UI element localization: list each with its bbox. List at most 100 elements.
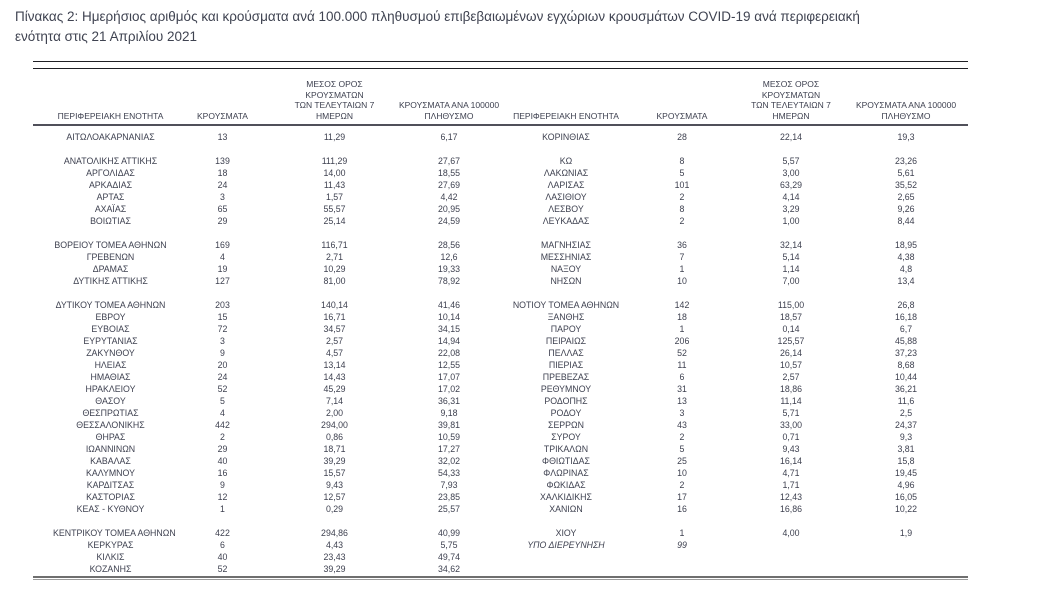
region-cell-left: ΓΡΕΒΕΝΩΝ: [86, 252, 135, 262]
column-header-region-left: ΠΕΡΙΦΕΡΕΙΑΚΗ ΕΝΟΤΗΤΑ: [33, 69, 168, 126]
table-row: ΚΑΒΑΛΑΣ 40 39,29 32,02 ΦΘΙΩΤΙΔΑΣ 25 16,14 15,8: [33, 455, 968, 467]
avg7-cell-left: 4,43: [325, 540, 344, 550]
per100k-cell-left: 17,07: [437, 372, 460, 382]
per100k-cell-right: 9,26: [897, 204, 915, 214]
avg7-cell-left: 14,43: [323, 372, 346, 382]
page-title: Πίνακας 2: Ημερήσιος αριθμός και κρούσμα…: [15, 9, 860, 44]
region-cell-left: ΚΑΛΥΜΝΟΥ: [86, 468, 135, 478]
region-cell-right: ΛΑΣΙΘΙΟΥ: [545, 192, 587, 202]
table-row: ΚΕΝΤΡΙΚΟΥ ΤΟΜΕΑ ΑΘΗΝΩΝ 422 294,86 40,99 ΧΙΟΥ…: [33, 527, 968, 539]
cases-cell-right: 17: [677, 492, 687, 502]
per100k-cell-left: 5,75: [440, 540, 458, 550]
avg7-cell-right: [738, 551, 844, 563]
avg7-cell-left: [277, 287, 392, 299]
cases-cell-left: [168, 227, 277, 239]
avg7-cell-left: 11,29: [323, 132, 346, 142]
region-cell-right: ΠΙΕΡΙΑΣ: [548, 360, 584, 370]
cases-cell-left: 2: [220, 432, 225, 442]
table-row: [33, 143, 968, 155]
cases-cell-right: 99: [677, 540, 687, 550]
avg7-cell-left: 111,29: [321, 156, 348, 166]
cases-cell-left: 9: [220, 348, 225, 358]
per100k-cell-right: 9,3: [899, 432, 913, 442]
cases-cell-right: [626, 143, 738, 155]
table-row: ΑΡΓΟΛΙΔΑΣ 18 14,00 18,55 ΛΑΚΩΝΙΑΣ 5 3,00 5,61: [33, 167, 968, 179]
region-cell-right: ΜΕΣΣΗΝΙΑΣ: [540, 252, 592, 262]
cases-cell-left: 3: [220, 336, 225, 346]
cases-cell-right: 25: [677, 456, 687, 466]
region-cell-right: ΠΕΙΡΑΙΩΣ: [545, 336, 587, 346]
avg7-cell-left: 39,29: [323, 456, 346, 466]
table-row: ΚΕΡΚΥΡΑΣ 6 4,43 5,75 ΥΠΟ ΔΙΕΡΕΥΝΗΣΗ 99: [33, 539, 968, 551]
per100k-cell-left: 24,59: [437, 216, 460, 226]
cases-cell-right: 16: [677, 504, 687, 514]
avg7-cell-right: 4,71: [782, 468, 800, 478]
region-cell-left: [33, 515, 168, 527]
region-cell-right: [506, 563, 626, 575]
region-cell-left: ΚΕΝΤΡΙΚΟΥ ΤΟΜΕΑ ΑΘΗΝΩΝ: [53, 528, 176, 538]
per100k-cell-left: 25,57: [437, 504, 460, 514]
region-cell-right: ΛΕΥΚΑΔΑΣ: [542, 216, 590, 226]
table-row: [33, 287, 968, 299]
region-cell-left: ΗΛΕΙΑΣ: [94, 360, 127, 370]
document-page: Πίνακας 2: Ημερήσιος αριθμός και κρούσμα…: [0, 7, 1040, 594]
per100k-cell-right: [844, 143, 968, 155]
per100k-cell-left: 34,62: [437, 564, 460, 574]
per100k-cell-right: 36,21: [894, 384, 917, 394]
cases-cell-left: 24: [217, 180, 228, 190]
table-row: ΚΑΡΔΙΤΣΑΣ 9 9,43 7,93 ΦΩΚΙΔΑΣ 2 1,71 4,96: [33, 479, 968, 491]
cases-cell-left: 12: [217, 492, 228, 502]
per100k-cell-left: 17,02: [437, 384, 460, 394]
cases-cell-left: 29: [217, 216, 228, 226]
region-cell-right: ΡΟΔΟΠΗΣ: [544, 396, 588, 406]
table-row: ΘΗΡΑΣ 2 0,86 10,59 ΣΥΡΟΥ 2 0,71 9,3: [33, 431, 968, 443]
table-row: ΑΝΑΤΟΛΙΚΗΣ ΑΤΤΙΚΗΣ 139 111,29 27,67 ΚΩ 8 5,57 2…: [33, 155, 968, 167]
table-row: ΔΥΤΙΚΟΥ ΤΟΜΕΑ ΑΘΗΝΩΝ 203 140,14 41,46 ΝΟΤΙΟΥ…: [33, 299, 968, 311]
cases-cell-right: 10: [677, 276, 687, 286]
per100k-cell-left: 40,99: [437, 528, 460, 538]
cases-cell-right: [626, 515, 738, 527]
cases-cell-right: 36: [677, 240, 687, 250]
avg7-cell-left: 2,57: [325, 336, 344, 346]
avg7-cell-left: 9,43: [325, 480, 344, 490]
region-cell-left: ΑΙΤΩΛΟΑΚΑΡΝΑΝΙΑΣ: [66, 132, 155, 142]
avg7-cell-left: 2,00: [325, 408, 344, 418]
per100k-cell-right: 6,7: [899, 324, 913, 334]
per100k-cell-right: 3,81: [897, 444, 915, 454]
table-row: ΑΡΚΑΔΙΑΣ 24 11,43 27,69 ΛΑΡΙΣΑΣ 101 63,29 35,52: [33, 179, 968, 191]
avg7-cell-right: [738, 143, 844, 155]
table-row: ΓΡΕΒΕΝΩΝ 4 2,71 12,6 ΜΕΣΣΗΝΙΑΣ 7 5,14 4,38: [33, 251, 968, 263]
region-cell-right: ΝΗΣΩΝ: [550, 276, 582, 286]
cases-cell-left: 203: [215, 300, 230, 310]
avg7-cell-left: 15,57: [323, 468, 346, 478]
region-cell-left: ΚΑΣΤΟΡΙΑΣ: [86, 492, 135, 502]
per100k-cell-right: 4,8: [899, 264, 913, 274]
table-row: ΗΡΑΚΛΕΙΟΥ 52 45,29 17,02 ΡΕΘΥΜΝΟΥ 31 18,86 36,2…: [33, 383, 968, 395]
avg7-cell-right: [738, 539, 844, 551]
per100k-cell-left: 4,42: [440, 192, 458, 202]
table-row: ΕΥΒΟΙΑΣ 72 34,57 34,15 ΠΑΡΟΥ 1 0,14 6,7: [33, 323, 968, 335]
cases-cell-left: 52: [217, 384, 228, 394]
region-cell-left: ΑΡΓΟΛΙΔΑΣ: [86, 168, 135, 178]
per100k-cell-right: 10,44: [894, 372, 917, 382]
per100k-cell-left: 27,67: [437, 156, 460, 166]
region-cell-left: ΑΡΚΑΔΙΑΣ: [88, 180, 133, 190]
region-cell-right: ΠΑΡΟΥ: [550, 324, 582, 334]
region-cell-left: ΒΟΙΩΤΙΑΣ: [90, 216, 131, 226]
column-header-avg7-right: ΜΕΣΟΣ ΟΡΟΣ ΚΡΟΥΣΜΑΤΩΝ ΤΩΝ ΤΕΛΕΥΤΑΙΩΝ 7 Η…: [738, 69, 844, 126]
cases-cell-right: [626, 551, 738, 563]
avg7-cell-right: 4,00: [782, 528, 800, 538]
cases-cell-left: 139: [215, 156, 230, 166]
cases-cell-left: 29: [217, 444, 228, 454]
avg7-cell-left: 294,00: [321, 420, 348, 430]
region-cell-left: ΚΟΖΑΝΗΣ: [89, 564, 132, 574]
cases-cell-left: 6: [220, 540, 225, 550]
cases-cell-right: 1: [679, 264, 685, 274]
cases-cell-right: 31: [677, 384, 687, 394]
covid-data-table: ΠΕΡΙΦΕΡΕΙΑΚΗ ΕΝΟΤΗΤΑ ΚΡΟΥΣΜΑΤΑ ΜΕΣΟΣ ΟΡΟ…: [33, 69, 968, 575]
cases-cell-right: 142: [674, 300, 690, 310]
region-cell-left: ΘΕΣΣΑΛΟΝΙΚΗΣ: [76, 420, 145, 430]
table-row: ΘΕΣΠΡΩΤΙΑΣ 4 2,00 9,18 ΡΟΔΟΥ 3 5,71 2,5: [33, 407, 968, 419]
per100k-cell-right: 13,4: [897, 276, 915, 286]
table-row: ΚΟΖΑΝΗΣ 52 39,29 34,62: [33, 563, 968, 575]
